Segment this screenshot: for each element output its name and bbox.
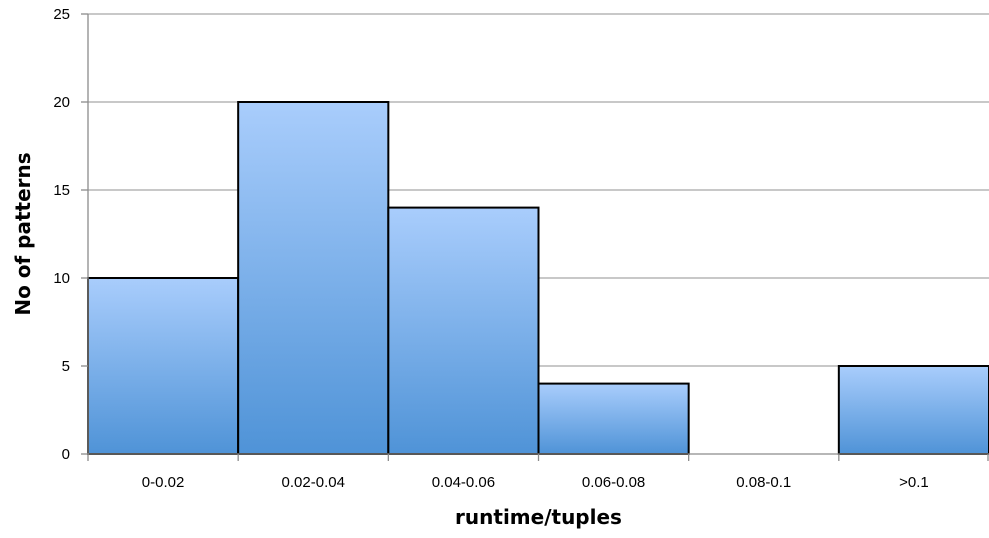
bars	[87, 101, 989, 456]
x-tick-labels: 0-0.02 0.02-0.04 0.04-0.06 0.06-0.08 0.08-0.…	[142, 474, 929, 491]
axes	[81, 13, 989, 461]
y-tick-label: 0	[62, 446, 70, 463]
x-tick-label: >0.1	[899, 474, 929, 491]
x-tick-label: 0.04-0.06	[432, 474, 495, 491]
bar-0	[87, 277, 240, 455]
y-tick-label: 20	[53, 94, 70, 111]
x-tick-label: 0-0.02	[142, 474, 185, 491]
y-tick-label: 10	[53, 270, 70, 287]
bar-5	[837, 365, 989, 455]
x-axis-title: runtime/tuples	[455, 505, 622, 529]
bar-1	[237, 101, 390, 455]
x-tick-label: 0.02-0.04	[282, 474, 345, 491]
y-axis-title: No of patterns	[11, 152, 35, 315]
y-tick-label: 5	[62, 358, 70, 375]
y-tick-label: 25	[53, 6, 70, 23]
bar-3	[537, 382, 690, 456]
bar-2	[387, 206, 540, 455]
y-tick-label: 15	[53, 182, 70, 199]
y-tick-labels: 0 5 10 15 20 25	[53, 6, 70, 463]
x-tick-label: 0.08-0.1	[736, 474, 791, 491]
x-tick-label: 0.06-0.08	[582, 474, 645, 491]
